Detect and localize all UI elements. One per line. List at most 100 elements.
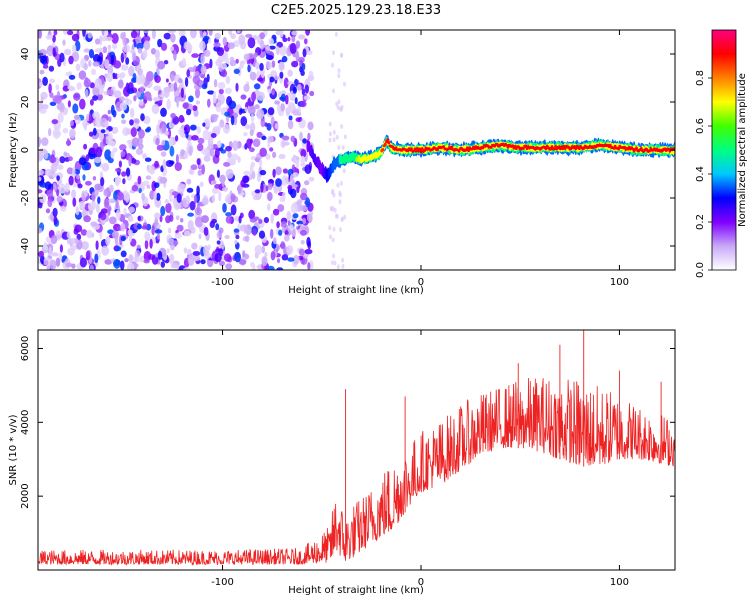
spectrogram-cell — [82, 174, 86, 181]
spectrogram-cell — [191, 53, 200, 58]
spectrogram-cell — [84, 189, 88, 197]
spectrogram-cell — [196, 185, 200, 196]
spectrogram-cell — [290, 188, 297, 199]
spectrogram-cell — [329, 234, 332, 240]
spectrogram-cell — [100, 208, 108, 215]
spectrogram-cell — [158, 90, 162, 95]
spectrogram-cell — [276, 221, 280, 229]
spectrogram-cell — [252, 264, 256, 270]
spectrogram-signal-cell — [387, 141, 391, 145]
spectrogram-signal-cell — [457, 149, 461, 153]
spectrogram-cell — [38, 169, 44, 176]
spectrogram-cell — [107, 109, 112, 115]
spectrogram-cell — [274, 123, 279, 130]
spectrogram-cell — [39, 194, 47, 204]
spectrogram-cell — [230, 33, 236, 40]
spectrogram-cell — [52, 182, 57, 190]
spectrogram-cell — [216, 140, 222, 149]
spectrogram-cell — [270, 251, 276, 261]
spectrogram-cell — [168, 160, 175, 165]
spectrogram-cell — [68, 175, 74, 186]
spectrogram-cell — [120, 235, 126, 242]
spectrogram-cell — [243, 53, 250, 61]
spectrogram-cell — [265, 55, 274, 60]
spectrogram-cell — [333, 207, 337, 213]
spectrogram-cell — [85, 180, 92, 186]
spectrogram-cell — [99, 47, 104, 53]
spectrogram-cell — [149, 190, 155, 200]
spectrogram-cell — [63, 151, 68, 157]
spectrogram-cell — [230, 204, 237, 216]
spectrogram-cell — [307, 262, 311, 270]
spectrogram-cell — [67, 100, 71, 108]
spectrogram-cell — [89, 147, 97, 155]
spectrogram-cell — [218, 191, 222, 202]
spectrogram-cell — [299, 131, 303, 142]
spectrogram-cell — [104, 59, 110, 69]
spectrogram-cell — [203, 49, 211, 57]
spectrogram-cell — [254, 52, 258, 58]
spectrogram-cell — [191, 242, 198, 250]
spectrogram-cell — [77, 183, 83, 189]
spectrogram-cell — [225, 168, 234, 179]
spectrogram-cell — [82, 30, 86, 37]
spectrogram-cell — [156, 144, 165, 151]
spectrogram-cell — [191, 135, 199, 141]
spectrogram-cell — [91, 191, 96, 203]
spectrogram-cell — [78, 70, 87, 80]
spectrogram-cell — [209, 148, 215, 157]
colorbar-ticks: 0.0 0.2 0.4 0.6 0.8 — [695, 70, 712, 278]
spectrogram-cell — [261, 135, 267, 141]
spectrogram-cell — [48, 83, 52, 94]
spectrogram-cell — [100, 129, 106, 134]
spectrogram-cell — [45, 34, 53, 40]
spectrogram-cell — [274, 100, 280, 105]
snr-x-axis-title: Height of straight line (km) — [288, 585, 424, 596]
spectrogram-cell — [182, 57, 187, 66]
spectrogram-cell — [176, 96, 180, 108]
spectrogram-cell — [306, 213, 312, 222]
spectrogram-cell — [68, 156, 73, 162]
spectrogram-cell — [119, 96, 125, 102]
spectrogram-cell — [212, 187, 219, 194]
spectrogram-cell — [186, 178, 192, 185]
spectrogram-cell — [166, 248, 170, 254]
spectrogram-cell — [189, 124, 197, 131]
spectrogram-x-axis-title: Height of straight line (km) — [288, 285, 424, 296]
spectrogram-cell — [145, 175, 152, 180]
spectrogram-cell — [84, 89, 89, 98]
spectrogram-cell — [85, 154, 90, 162]
spectrogram-cell — [275, 178, 282, 187]
spectrogram-cell — [63, 30, 68, 35]
spectrogram-cell — [243, 132, 248, 137]
spectrogram-cell — [101, 245, 110, 256]
spectrogram-cell — [102, 46, 108, 54]
spectrogram-cell — [247, 105, 256, 115]
spectrogram-cell — [280, 103, 285, 112]
spectrogram-cell — [247, 37, 256, 49]
spectrogram-cell — [85, 250, 91, 261]
y-tick-label: 4000 — [20, 410, 31, 435]
spectrogram-cell — [109, 184, 114, 193]
spectrogram-cell — [332, 129, 336, 135]
spectrogram-cell — [224, 111, 231, 117]
spectrogram-cell — [291, 35, 296, 43]
spectrogram-cell — [216, 169, 220, 178]
spectrogram-cell — [279, 196, 284, 202]
spectrogram-cell — [296, 199, 303, 205]
spectrogram-cell — [140, 74, 146, 85]
spectrogram-cell — [236, 30, 241, 34]
spectrogram-cell — [217, 124, 222, 131]
spectrogram-cell — [288, 115, 293, 121]
spectrogram-cell — [94, 253, 99, 264]
spectrogram-cell — [104, 36, 113, 42]
spectrogram-cell — [224, 253, 232, 262]
spectrogram-cell — [279, 30, 284, 38]
spectrogram-cell — [48, 128, 52, 137]
spectrogram-cell — [243, 84, 250, 92]
spectrogram-cell — [72, 166, 76, 176]
spectrogram-cell — [284, 230, 289, 236]
spectrogram-cell — [160, 205, 166, 217]
spectrogram-cell — [52, 128, 61, 139]
